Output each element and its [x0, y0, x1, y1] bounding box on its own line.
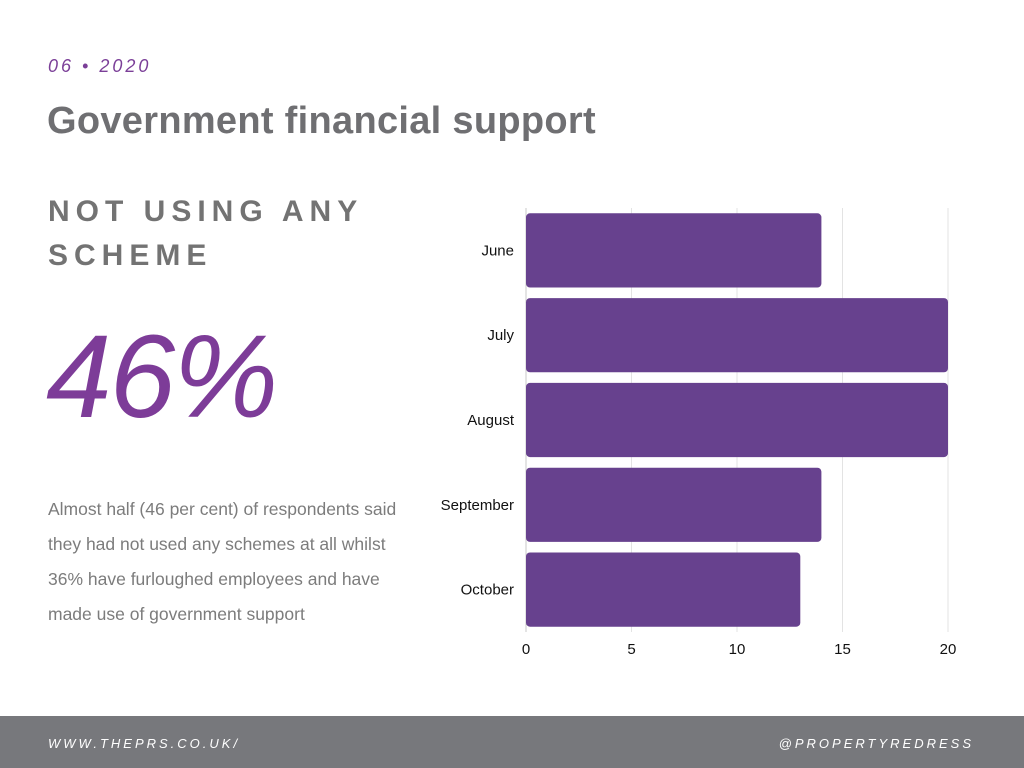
bar-chart: June July August September October 0 5 10 15 20	[441, 208, 957, 658]
category-label: August	[467, 412, 515, 429]
category-label: September	[441, 497, 514, 514]
category-label: October	[461, 582, 514, 599]
stat-description: Almost half (46 per cent) of respondents…	[48, 499, 397, 624]
bar	[526, 552, 801, 627]
bar	[526, 467, 822, 542]
x-tick-label: 15	[834, 641, 851, 658]
x-tick-label: 0	[522, 641, 530, 658]
stat-subtitle: NOT USING ANY SCHEME	[48, 195, 363, 272]
chart-tick-labels: 0 5 10 15 20	[522, 641, 957, 658]
bar	[526, 298, 948, 373]
category-label: June	[481, 242, 514, 259]
chart-bars	[526, 213, 948, 627]
category-label: July	[487, 327, 514, 344]
x-tick-label: 20	[940, 641, 957, 658]
bar	[526, 213, 822, 288]
chart-category-labels: June July August September October	[441, 242, 515, 598]
page-title: Government financial support	[47, 100, 596, 142]
date-label: 06 • 2020	[48, 56, 152, 76]
social-handle[interactable]: @PROPERTYREDRESS	[778, 736, 974, 751]
x-tick-label: 5	[627, 641, 635, 658]
website-link[interactable]: WWW.THEPRS.CO.UK/	[48, 736, 241, 751]
x-tick-label: 10	[729, 641, 746, 658]
footer: WWW.THEPRS.CO.UK/ @PROPERTYREDRESS	[0, 716, 1024, 768]
stat-value: 46%	[46, 311, 278, 443]
bar	[526, 382, 948, 458]
